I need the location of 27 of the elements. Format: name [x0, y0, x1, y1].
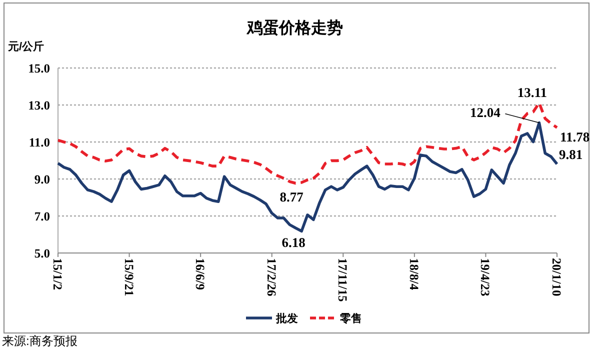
data-label: 11.78 [560, 130, 590, 145]
chart-title: 鸡蛋价格走势 [246, 19, 343, 37]
x-tick-label: 18/8/4 [406, 258, 421, 291]
y-tick-label: 7.0 [34, 210, 50, 224]
x-tick-label: 20/1/10 [550, 258, 564, 296]
data-label: 13.11 [517, 84, 548, 100]
y-tick-label: 15.0 [28, 62, 50, 76]
y-tick-label: 11.0 [28, 136, 50, 150]
y-tick-label: 13.0 [28, 98, 50, 112]
x-tick-label: 17/2/26 [264, 258, 278, 296]
x-tick-label: 17/11/15 [336, 258, 350, 302]
line-series [56, 102, 558, 185]
data-label: 12.04 [470, 104, 501, 120]
data-label: 9.81 [559, 147, 583, 162]
data-label: 6.18 [282, 235, 306, 250]
x-tick-label: 15/9/21 [122, 258, 136, 296]
legend-label: 零售 [339, 312, 362, 325]
x-tick-label: 16/6/9 [193, 258, 208, 290]
x-tick-label: 19/4/23 [478, 258, 492, 296]
data-label: 8.77 [280, 189, 304, 204]
line-series [56, 121, 558, 233]
y-tick-label: 9.0 [34, 172, 50, 186]
y-axis-title: 元/公斤 [7, 40, 44, 53]
legend-label: 批发 [275, 312, 298, 325]
x-tick-label: 15/1/2 [50, 258, 64, 290]
y-tick-label: 5.0 [34, 246, 50, 260]
source-note: 来源:商务预报 [2, 334, 78, 348]
